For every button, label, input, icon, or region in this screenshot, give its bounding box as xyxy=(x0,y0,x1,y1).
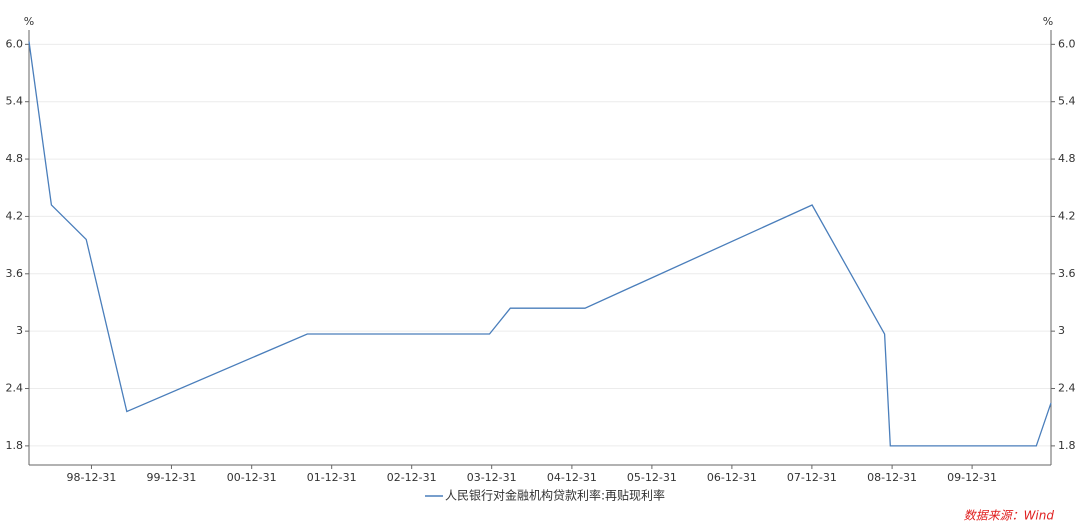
y-tick-label: 6.0 xyxy=(6,37,24,50)
line xyxy=(28,41,1052,447)
source: 数据来源：Wind xyxy=(964,509,1055,523)
legend-label: 人民银行对金融机构贷款利率:再贴现利率 xyxy=(445,488,665,503)
y2-tick-label: 4.2 xyxy=(1058,209,1076,222)
x-tick-label: 09-12-31 xyxy=(947,471,997,484)
y-tick-label: 1.8 xyxy=(6,439,24,452)
y2-unit: % xyxy=(1043,15,1053,28)
x-tick-label: 99-12-31 xyxy=(146,471,196,484)
y-unit: % xyxy=(24,15,34,28)
y-tick-label: 3.6 xyxy=(6,267,24,280)
x-tick-label: 03-12-31 xyxy=(467,471,517,484)
x-tick-label: 07-12-31 xyxy=(787,471,837,484)
x-tick-label: 98-12-31 xyxy=(66,471,116,484)
y-tick-label: 3 xyxy=(16,324,23,337)
y2-tick-label: 5.4 xyxy=(1058,95,1076,108)
x-tick-label: 08-12-31 xyxy=(867,471,917,484)
y-tick-label: 4.2 xyxy=(6,209,24,222)
y-tick-label: 4.8 xyxy=(6,152,24,165)
x-tick-label: 04-12-31 xyxy=(547,471,597,484)
y-tick-label: 2.4 xyxy=(6,382,24,395)
x-tick-label: 01-12-31 xyxy=(307,471,357,484)
y2-tick-label: 3 xyxy=(1058,324,1065,337)
y2-tick-label: 4.8 xyxy=(1058,152,1076,165)
x-tick-label: 00-12-31 xyxy=(227,471,277,484)
x-tick-label: 02-12-31 xyxy=(387,471,437,484)
y2-tick-label: 1.8 xyxy=(1058,439,1076,452)
y2-tick-label: 6.0 xyxy=(1058,37,1076,50)
x-tick-label: 05-12-31 xyxy=(627,471,677,484)
x-tick-label: 06-12-31 xyxy=(707,471,757,484)
y-tick-label: 5.4 xyxy=(6,95,24,108)
y2-tick-label: 3.6 xyxy=(1058,267,1076,280)
y2-tick-label: 2.4 xyxy=(1058,382,1076,395)
